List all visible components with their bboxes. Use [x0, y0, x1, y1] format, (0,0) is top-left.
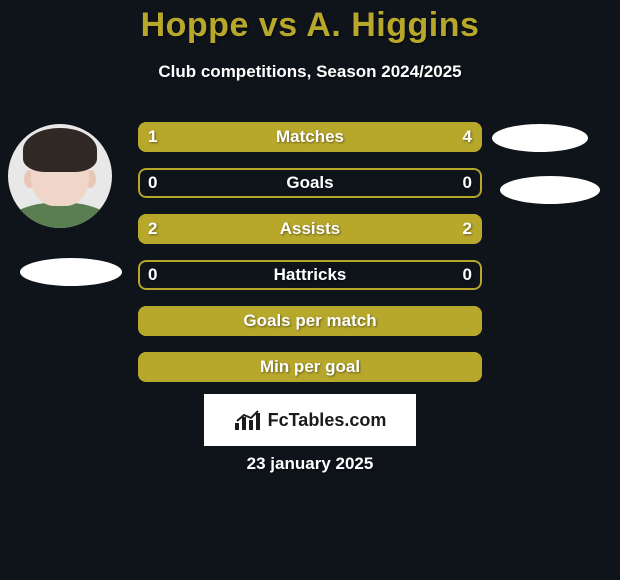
page-title: Hoppe vs A. Higgins — [0, 6, 620, 45]
stat-value-left: 0 — [148, 168, 157, 198]
player-left-avatar — [8, 124, 112, 228]
stat-value-left: 2 — [148, 214, 157, 244]
stat-row: Hattricks0 0 — [138, 260, 482, 290]
player-left-club-badge — [20, 258, 122, 286]
stat-row: Assists2 2 — [138, 214, 482, 244]
subtitle: Club competitions, Season 2024/2025 — [0, 62, 620, 82]
comparison-infographic: Hoppe vs A. Higgins Club competitions, S… — [0, 0, 620, 580]
player-right-avatar-badge — [492, 124, 588, 152]
date-line: 23 january 2025 — [0, 454, 620, 474]
stat-row: Goals per match — [138, 306, 482, 336]
stat-label: Matches — [138, 122, 482, 152]
stat-row: Min per goal — [138, 352, 482, 382]
player-right-club-badge — [500, 176, 600, 204]
stat-label: Assists — [138, 214, 482, 244]
fctables-logo-icon — [234, 409, 262, 431]
stat-value-right: 2 — [463, 214, 472, 244]
brand-text: FcTables.com — [268, 410, 387, 431]
avatar-hair — [23, 128, 97, 172]
stat-bars: Matches14Goals00Assists22Hattricks00Goal… — [138, 122, 482, 398]
stat-value-right: 0 — [463, 260, 472, 290]
stat-label: Goals — [138, 168, 482, 198]
stat-label: Hattricks — [138, 260, 482, 290]
stat-label: Goals per match — [138, 306, 482, 336]
stat-value-right: 4 — [463, 122, 472, 152]
stat-value-right: 0 — [463, 168, 472, 198]
stat-value-left: 1 — [148, 122, 157, 152]
brand-box: FcTables.com — [204, 394, 416, 446]
stat-row: Goals0 0 — [138, 168, 482, 198]
stat-row: Matches1 4 — [138, 122, 482, 152]
stat-value-left: 0 — [148, 260, 157, 290]
stat-label: Min per goal — [138, 352, 482, 382]
